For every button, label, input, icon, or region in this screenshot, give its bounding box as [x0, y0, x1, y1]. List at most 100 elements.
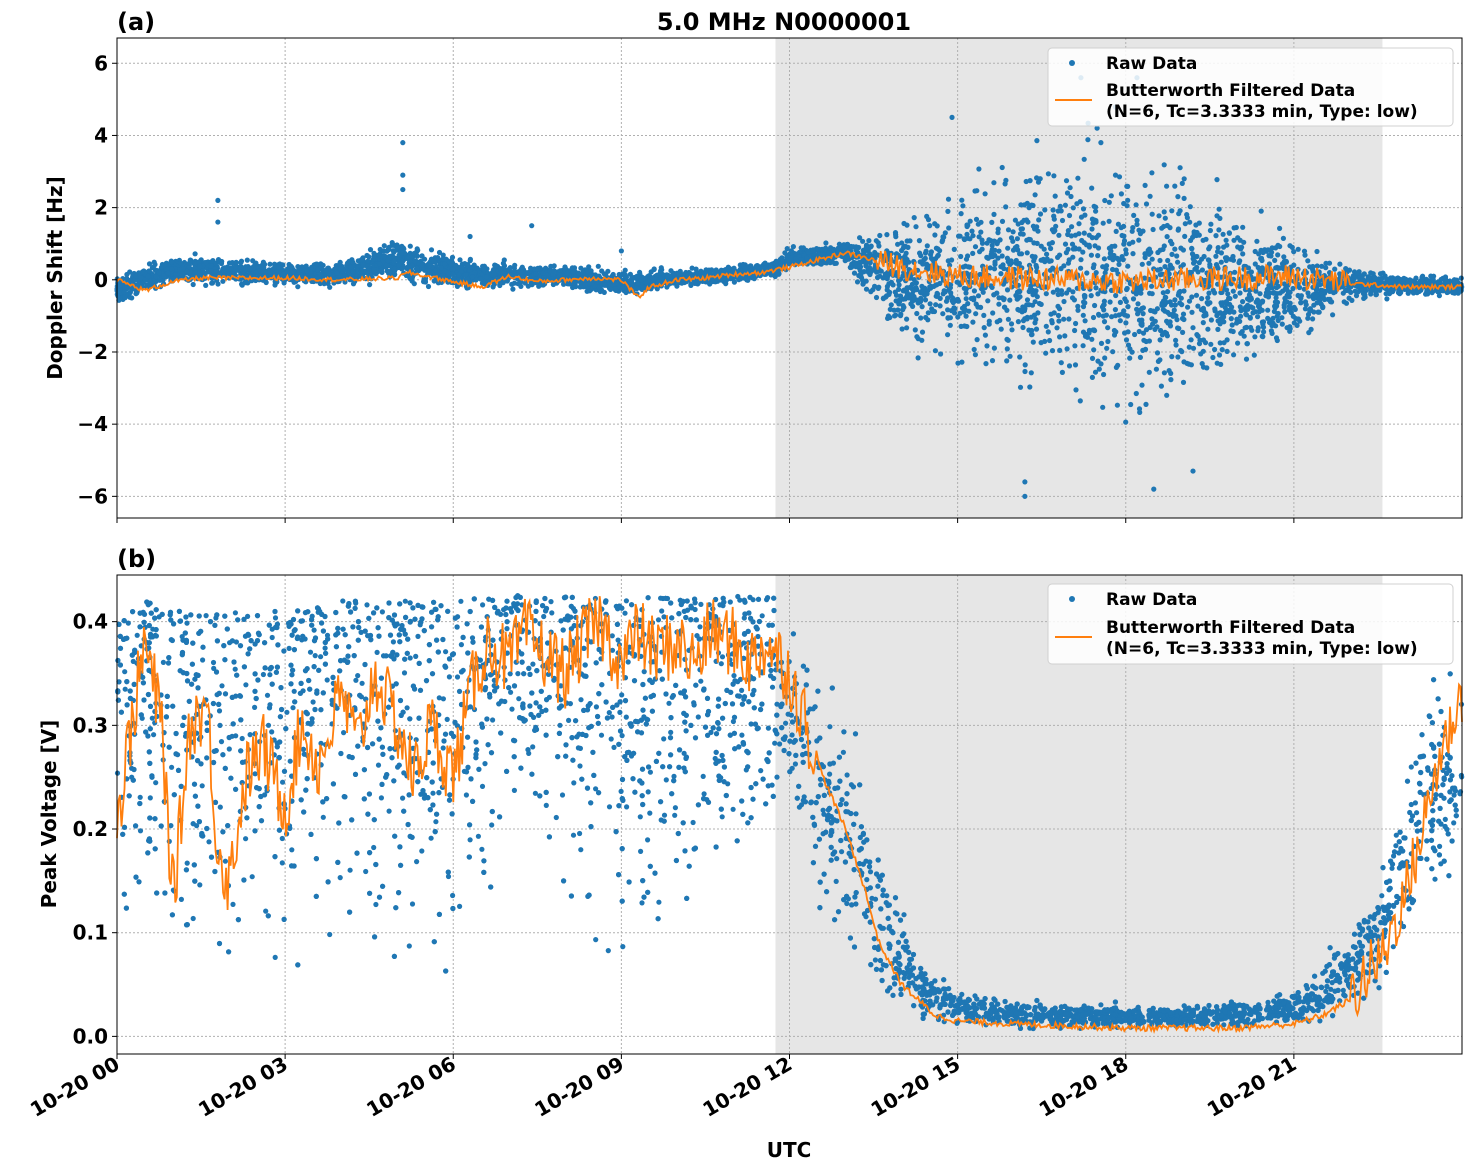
raw-data-point — [222, 265, 228, 271]
raw-data-point — [1206, 246, 1212, 252]
raw-data-point — [1332, 266, 1338, 272]
raw-data-point — [1237, 290, 1243, 296]
raw-data-point — [1073, 387, 1079, 393]
raw-data-point — [1089, 185, 1095, 191]
raw-data-point — [425, 283, 432, 290]
raw-data-point — [940, 311, 946, 317]
raw-data-point — [634, 273, 640, 279]
raw-data-point — [303, 263, 309, 269]
raw-data-point — [1136, 227, 1142, 233]
raw-data-point — [1005, 227, 1012, 233]
raw-data-point — [995, 230, 1001, 236]
raw-data-point — [1200, 320, 1206, 326]
raw-data-point — [1229, 322, 1235, 328]
raw-data-point — [1291, 249, 1297, 255]
raw-data-point — [998, 264, 1004, 270]
raw-data-point — [888, 302, 894, 308]
raw-data-point — [1027, 384, 1033, 390]
raw-data-point — [915, 355, 921, 361]
raw-data-point — [989, 219, 995, 225]
raw-data-point — [932, 348, 939, 354]
raw-data-point — [622, 267, 628, 273]
raw-data-point — [1064, 190, 1071, 196]
raw-data-point — [450, 267, 456, 273]
raw-data-point — [924, 291, 930, 297]
raw-data-point — [638, 277, 645, 283]
raw-data-point — [1260, 334, 1266, 340]
raw-data-point — [1136, 237, 1142, 243]
raw-data-point — [1186, 344, 1192, 350]
raw-data-point — [1035, 179, 1042, 185]
raw-data-point — [1350, 277, 1356, 284]
raw-data-point — [1188, 237, 1194, 243]
raw-data-point — [974, 337, 980, 343]
raw-data-point — [925, 217, 932, 223]
raw-data-point — [800, 245, 807, 251]
raw-data-point — [1360, 291, 1367, 297]
raw-data-point — [1314, 248, 1320, 255]
raw-data-point — [996, 248, 1002, 254]
raw-data-point — [469, 274, 476, 280]
raw-data-point — [1048, 258, 1054, 264]
raw-data-point — [1180, 379, 1187, 385]
raw-data-point — [1205, 326, 1211, 332]
raw-data-point — [1059, 369, 1065, 375]
raw-data-point — [1149, 283, 1155, 289]
raw-data-point — [1101, 319, 1108, 325]
raw-data-point — [1081, 156, 1087, 162]
raw-data-point — [955, 360, 961, 366]
raw-data-point — [1132, 331, 1138, 338]
raw-data-point — [991, 211, 997, 217]
raw-data-point — [1075, 307, 1081, 313]
raw-data-point — [1081, 230, 1087, 236]
raw-data-point — [1359, 272, 1366, 279]
raw-data-point — [1147, 290, 1153, 296]
raw-data-point — [1009, 327, 1015, 333]
raw-data-point — [1048, 245, 1054, 252]
raw-data-point — [1125, 304, 1131, 310]
raw-data-point — [1190, 256, 1196, 262]
raw-data-point — [1130, 239, 1136, 245]
raw-data-point — [1139, 261, 1145, 267]
raw-data-point — [1201, 313, 1207, 319]
raw-data-point — [875, 240, 881, 246]
raw-data-point — [1224, 255, 1230, 261]
raw-data-point — [602, 282, 608, 288]
raw-data-point — [951, 305, 957, 311]
raw-data-point — [1164, 392, 1170, 398]
raw-data-point — [935, 253, 941, 259]
raw-data-point — [1065, 228, 1071, 234]
raw-data-point — [238, 260, 244, 266]
raw-data-point — [1077, 199, 1083, 205]
raw-data-point — [1018, 202, 1024, 208]
raw-data-point — [220, 278, 226, 284]
raw-data-point — [1259, 265, 1265, 271]
raw-data-point — [978, 229, 984, 235]
raw-data-point — [982, 191, 988, 197]
raw-data-point — [645, 278, 651, 284]
raw-data-point — [551, 263, 557, 269]
raw-data-point — [1056, 232, 1062, 238]
raw-data-point — [1172, 246, 1178, 252]
raw-data-point — [443, 256, 449, 262]
raw-data-point — [1051, 173, 1057, 179]
raw-data-point — [1158, 383, 1164, 389]
raw-data-point — [1330, 312, 1336, 318]
raw-data-point — [599, 268, 605, 274]
raw-data-point — [1216, 206, 1222, 212]
raw-data-point — [1187, 219, 1193, 225]
raw-data-point — [1246, 297, 1253, 303]
raw-data-point — [1281, 254, 1287, 260]
raw-data-point — [1068, 233, 1074, 239]
raw-data-point — [1210, 354, 1216, 361]
raw-data-point — [540, 270, 546, 276]
raw-data-point — [919, 304, 925, 310]
raw-data-point — [1118, 191, 1124, 197]
raw-data-point — [1205, 295, 1211, 301]
raw-data-point — [1252, 334, 1258, 340]
raw-data-point — [1200, 337, 1207, 343]
raw-data-point — [1093, 270, 1099, 276]
raw-data-point — [1224, 348, 1230, 354]
raw-data-point — [1167, 238, 1174, 244]
raw-data-point — [1310, 263, 1316, 270]
